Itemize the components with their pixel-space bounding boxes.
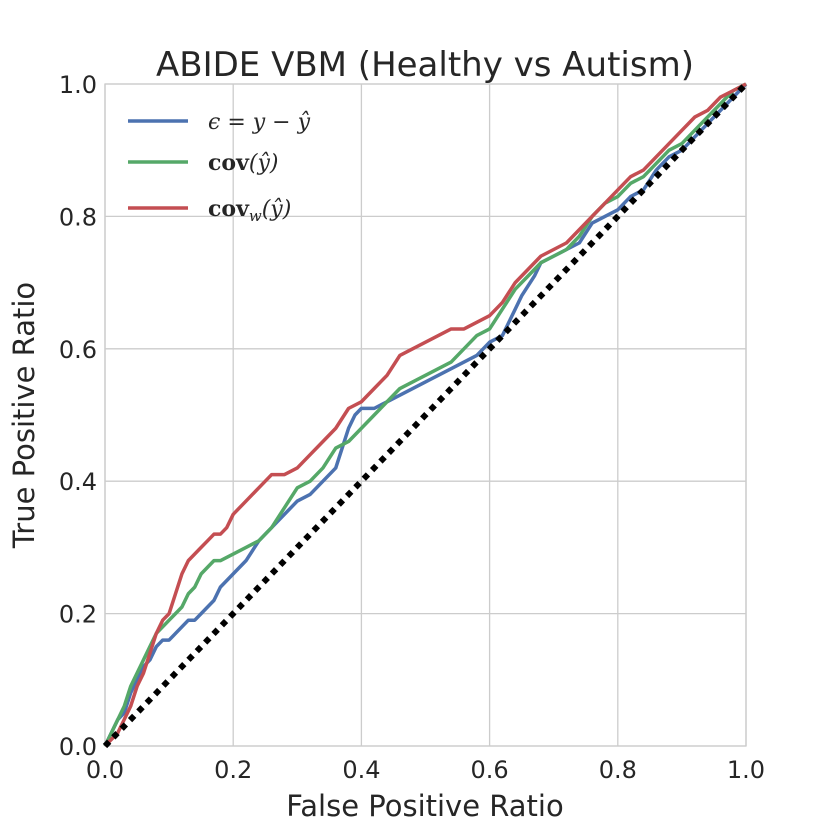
y-tick-label: 0.8 (59, 203, 97, 231)
x-axis-label: False Positive Ratio (286, 789, 563, 823)
x-tick-label: 0.8 (599, 756, 637, 784)
y-tick-label: 0.0 (59, 733, 97, 761)
legend-label-cov-w-bold: cov (208, 196, 250, 222)
x-tick-label: 0.2 (214, 756, 252, 784)
legend-label-cov-bold: cov (208, 150, 250, 176)
y-axis-ticks: 0.0 0.2 0.4 0.6 0.8 1.0 (59, 71, 97, 761)
y-tick-label: 0.4 (59, 468, 97, 496)
x-tick-label: 0.0 (86, 756, 124, 784)
chart-title: ABIDE VBM (Healthy vs Autism) (156, 45, 694, 85)
series-line-cov (103, 82, 747, 747)
chance-reference-line (102, 81, 749, 749)
y-tick-label: 0.2 (59, 601, 97, 629)
y-tick-label: 0.6 (59, 336, 97, 364)
legend-label-residual: ϵ = y − ŷ (208, 110, 311, 135)
legend-label-cov-w: covw(ŷ) (208, 196, 291, 225)
series-group (103, 82, 748, 748)
legend-label-cov-w-rest: (ŷ) (262, 197, 292, 222)
x-tick-label: 0.4 (342, 756, 380, 784)
legend: ϵ = y − ŷ cov(ŷ) covw(ŷ) (128, 110, 311, 225)
legend-label-cov: cov(ŷ) (208, 150, 278, 176)
y-axis-label: True Positive Ratio (7, 282, 41, 549)
x-axis-ticks: 0.0 0.2 0.4 0.6 0.8 1.0 (86, 756, 765, 784)
x-tick-label: 1.0 (727, 756, 765, 784)
y-tick-label: 1.0 (59, 71, 97, 99)
series-line-residual (103, 82, 748, 747)
legend-label-cov-w-sub: w (249, 207, 262, 225)
x-tick-label: 0.6 (471, 756, 509, 784)
legend-label-cov-rest: (ŷ) (249, 151, 279, 176)
series-line-cov-w (103, 82, 747, 748)
plot-frame (104, 83, 747, 747)
